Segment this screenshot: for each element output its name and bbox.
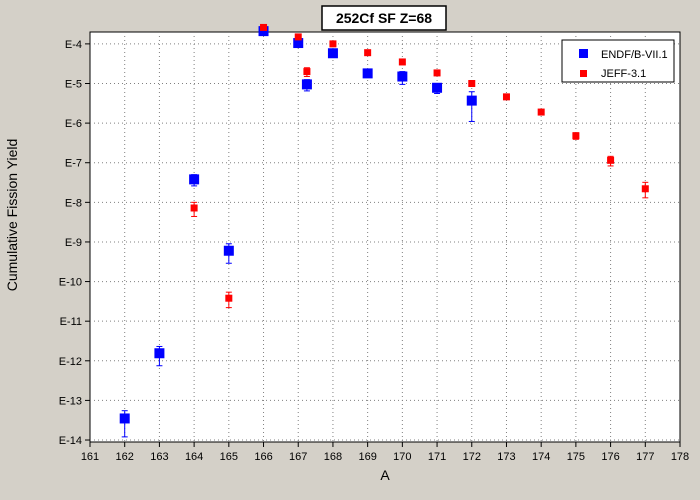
data-point-endf	[293, 38, 304, 49]
legend-marker-jeff	[580, 70, 587, 77]
data-point-endf	[223, 245, 234, 256]
x-tick-label: 166	[254, 451, 272, 463]
y-tick-label: E-12	[59, 356, 82, 368]
x-tick-label: 161	[81, 451, 99, 463]
plot-area	[89, 31, 681, 443]
data-layer	[119, 23, 649, 438]
legend-marker-endf	[579, 49, 588, 58]
y-tick-label: E-5	[65, 78, 82, 90]
data-point-jeff	[190, 204, 198, 212]
data-point-endf	[258, 26, 269, 37]
data-point-jeff	[607, 156, 615, 164]
x-tick-label: 162	[116, 451, 134, 463]
x-tick-label: 171	[428, 451, 446, 463]
x-tick-label: 174	[532, 451, 550, 463]
y-tick-label: E-8	[65, 197, 82, 209]
y-tick-label: E-9	[65, 237, 82, 249]
x-tick-label: 164	[185, 451, 203, 463]
x-tick-label: 172	[463, 451, 481, 463]
chart-title: 252Cf SF Z=68	[336, 10, 432, 26]
title-box	[321, 5, 447, 31]
data-point-endf	[397, 71, 408, 82]
data-point-jeff	[398, 58, 406, 66]
data-point-jeff	[468, 79, 476, 87]
legend: ENDF/B-VII.1 JEFF-3.1	[561, 39, 675, 83]
x-tick-label: 169	[358, 451, 376, 463]
data-point-endf	[362, 68, 373, 79]
y-tick-label: E-6	[65, 118, 82, 130]
grid-layer	[90, 32, 680, 442]
data-point-jeff	[364, 49, 372, 57]
legend-label-endf: ENDF/B-VII.1	[601, 49, 668, 61]
data-point-endf	[119, 413, 130, 424]
data-point-jeff	[433, 69, 441, 77]
x-tick-label: 163	[150, 451, 168, 463]
x-tick-label: 176	[601, 451, 619, 463]
data-point-jeff	[260, 23, 268, 31]
data-point-jeff	[225, 294, 233, 302]
data-point-jeff	[572, 132, 580, 140]
y-tick-label: E-14	[59, 435, 82, 447]
y-tick-label: E-7	[65, 158, 82, 170]
data-point-jeff	[294, 33, 302, 41]
x-tick-label: 177	[636, 451, 654, 463]
y-tick-label: E-10	[59, 277, 82, 289]
data-point-jeff	[303, 68, 311, 76]
data-point-endf	[432, 82, 443, 93]
y-tick-label: E-4	[65, 39, 82, 51]
x-tick-label: 168	[324, 451, 342, 463]
x-tick-label: 173	[497, 451, 515, 463]
data-point-jeff	[537, 108, 545, 116]
x-tick-label: 167	[289, 451, 307, 463]
x-tick-label: 178	[671, 451, 689, 463]
data-point-endf	[154, 348, 165, 359]
x-tick-label: 165	[220, 451, 238, 463]
data-point-jeff	[329, 40, 337, 48]
y-axis-label: Cumulative Fission Yield	[4, 139, 20, 292]
x-tick-label: 170	[393, 451, 411, 463]
y-tick-label: E-13	[59, 395, 82, 407]
data-point-jeff	[502, 93, 510, 101]
data-point-endf	[189, 174, 200, 185]
x-axis-label: A	[380, 467, 390, 483]
legend-label-jeff: JEFF-3.1	[601, 68, 646, 80]
data-point-endf	[301, 79, 312, 90]
ticks-layer: 161 162 163 164 165 166 167 168 169 170 171 172 173 1…	[59, 39, 689, 463]
data-point-jeff	[641, 185, 649, 193]
y-tick-label: E-11	[60, 316, 82, 328]
data-point-endf	[466, 95, 477, 106]
x-tick-label: 175	[567, 451, 585, 463]
data-point-endf	[327, 48, 338, 59]
